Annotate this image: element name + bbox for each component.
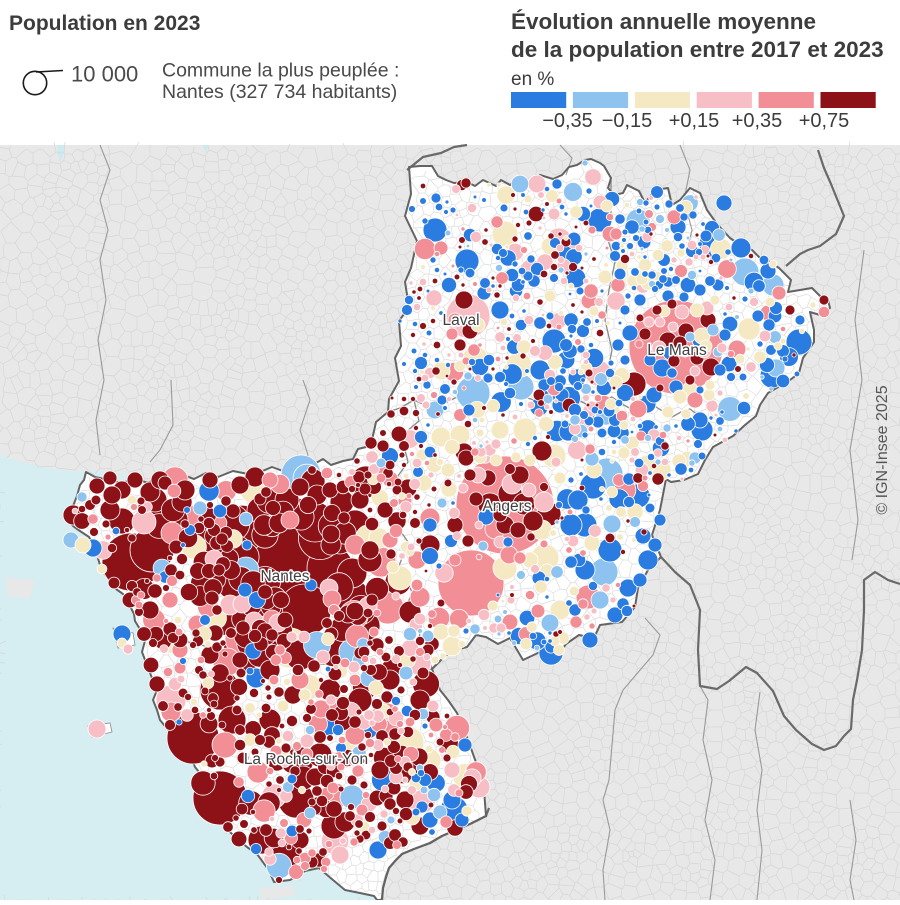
- svg-text:+0,15: +0,15: [669, 110, 720, 132]
- svg-text:de la population entre 2017 et: de la population entre 2017 et 2023: [511, 37, 884, 62]
- svg-text:La Roche-sur-Yon: La Roche-sur-Yon: [244, 751, 368, 768]
- svg-text:10 000: 10 000: [71, 62, 138, 87]
- svg-text:Laval: Laval: [442, 312, 479, 329]
- svg-text:−0,15: −0,15: [602, 110, 653, 132]
- svg-text:Population en 2023: Population en 2023: [9, 12, 200, 35]
- svg-text:Le Mans: Le Mans: [647, 342, 707, 359]
- svg-text:© IGN-Insee 2025: © IGN-Insee 2025: [874, 385, 891, 514]
- svg-text:−0,35: −0,35: [542, 110, 593, 132]
- svg-text:Angers: Angers: [482, 498, 531, 515]
- svg-text:Évolution annuelle moyenne: Évolution annuelle moyenne: [511, 9, 816, 34]
- svg-text:+0,75: +0,75: [799, 110, 850, 132]
- svg-text:Nantes (327 734 habitants): Nantes (327 734 habitants): [162, 81, 397, 103]
- svg-text:+0,35: +0,35: [732, 110, 783, 132]
- svg-text:Nantes: Nantes: [260, 568, 309, 585]
- svg-text:Commune la plus peuplée :: Commune la plus peuplée :: [162, 60, 399, 82]
- svg-text:en %: en %: [511, 69, 554, 90]
